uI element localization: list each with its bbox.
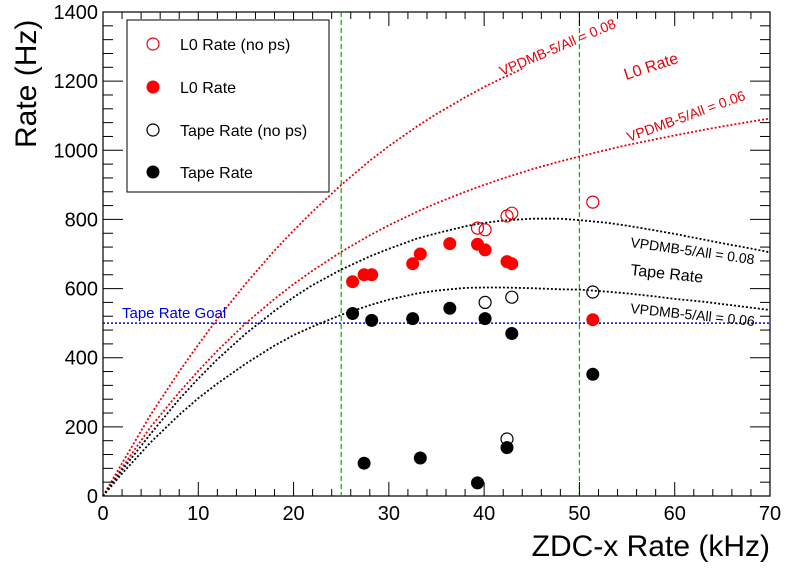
point-l0-no-ps — [586, 195, 600, 209]
point-l0-no-ps — [505, 206, 519, 220]
point-tape — [365, 313, 379, 327]
x-tick-label: 30 — [378, 503, 400, 525]
model-curves — [102, 67, 771, 497]
legend-label-l0: L0 Rate — [180, 80, 236, 97]
point-l0 — [346, 275, 360, 289]
axis-ticks: 0 10 20 30 40 50 60 70 0 200 400 600 800 1000 1200 1400 — [54, 2, 782, 525]
point-tape — [346, 307, 360, 320]
point-l0 — [478, 243, 492, 257]
y-tick-label: 200 — [65, 417, 98, 439]
curve-tape-vpd-008 — [102, 217, 771, 497]
point-tape — [586, 367, 600, 381]
point-tape — [443, 301, 457, 315]
point-tape — [478, 312, 492, 326]
curve-l0-vpd-008 — [102, 67, 523, 497]
legend-box — [126, 19, 330, 193]
point-tape-no-ps — [478, 295, 492, 309]
point-l0 — [586, 313, 600, 327]
legend: L0 Rate (no ps) L0 Rate Tape Rate (no ps… — [126, 19, 330, 193]
point-l0 — [365, 268, 379, 282]
point-tape-no-ps — [505, 290, 519, 304]
y-tick-label: 1000 — [54, 140, 99, 162]
x-tick-label: 10 — [187, 503, 209, 525]
point-l0 — [413, 247, 427, 261]
y-tick-label: 400 — [65, 348, 98, 370]
y-tick-label: 600 — [65, 279, 98, 301]
x-axis-title: ZDC-x Rate (kHz) — [532, 530, 770, 563]
y-tick-label: 1400 — [54, 2, 99, 24]
point-l0 — [505, 257, 519, 271]
y-tick-label: 0 — [87, 486, 98, 508]
legend-marker-l0 — [146, 80, 160, 94]
legend-marker-l0-no-ps — [146, 37, 160, 51]
legend-label-tape: Tape Rate — [180, 165, 253, 182]
x-tick-label: 50 — [568, 503, 590, 525]
point-l0-no-ps — [478, 223, 492, 237]
curve-tape-vpd-006 — [102, 286, 771, 497]
point-l0 — [443, 237, 457, 251]
y-tick-label: 1200 — [54, 71, 99, 93]
legend-label-tape-no-ps: Tape Rate (no ps) — [180, 123, 307, 140]
point-tape — [357, 456, 371, 470]
y-tick-label: 800 — [65, 209, 98, 231]
point-tape — [471, 476, 484, 490]
x-tick-label: 0 — [97, 503, 108, 525]
x-tick-label: 20 — [282, 503, 304, 525]
legend-marker-tape-no-ps — [146, 123, 160, 137]
reference-vertical-lines — [340, 12, 581, 496]
point-tape — [500, 441, 514, 455]
data-points — [346, 195, 600, 490]
y-axis-title: Rate (Hz) — [10, 20, 43, 148]
legend-marker-tape — [146, 165, 160, 179]
point-tape — [505, 327, 519, 340]
point-l0 — [406, 257, 420, 271]
x-tick-label: 70 — [759, 503, 781, 525]
legend-label-l0-no-ps: L0 Rate (no ps) — [180, 37, 290, 54]
x-tick-label: 40 — [473, 503, 495, 525]
point-l0-no-ps — [470, 221, 485, 235]
point-tape-no-ps — [586, 285, 600, 299]
point-tape — [406, 312, 420, 326]
tape-rate-goal-label: Tape Rate Goal — [122, 305, 226, 322]
point-tape — [413, 451, 427, 465]
plot-frame — [102, 11, 771, 497]
x-tick-label: 60 — [664, 503, 686, 525]
